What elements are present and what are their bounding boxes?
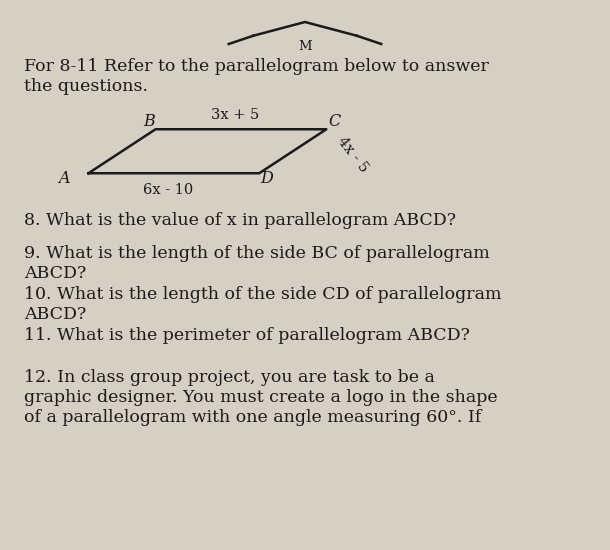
Text: ABCD?: ABCD? bbox=[24, 306, 87, 323]
Text: C: C bbox=[328, 113, 340, 129]
Text: 10. What is the length of the side CD of parallelogram: 10. What is the length of the side CD of… bbox=[24, 286, 502, 303]
Text: 8. What is the value of x in parallelogram ABCD?: 8. What is the value of x in parallelogr… bbox=[24, 212, 456, 229]
Text: 9. What is the length of the side BC of parallelogram: 9. What is the length of the side BC of … bbox=[24, 245, 490, 262]
Text: B: B bbox=[143, 113, 156, 129]
Text: A: A bbox=[59, 170, 70, 187]
Text: 6x - 10: 6x - 10 bbox=[143, 183, 193, 196]
Text: 12. In class group project, you are task to be a: 12. In class group project, you are task… bbox=[24, 368, 436, 386]
Text: 4x - 5: 4x - 5 bbox=[334, 135, 370, 175]
Text: the questions.: the questions. bbox=[24, 78, 148, 95]
Text: For 8-11 Refer to the parallelogram below to answer: For 8-11 Refer to the parallelogram belo… bbox=[24, 58, 489, 75]
Text: M: M bbox=[298, 40, 312, 53]
Text: D: D bbox=[260, 170, 273, 187]
Text: of a parallelogram with one angle measuring 60°. If: of a parallelogram with one angle measur… bbox=[24, 409, 482, 426]
Text: graphic designer. You must create a logo in the shape: graphic designer. You must create a logo… bbox=[24, 389, 498, 406]
Text: 3x + 5: 3x + 5 bbox=[210, 108, 259, 122]
Text: 11. What is the perimeter of parallelogram ABCD?: 11. What is the perimeter of parallelogr… bbox=[24, 327, 470, 344]
Text: ABCD?: ABCD? bbox=[24, 265, 87, 282]
